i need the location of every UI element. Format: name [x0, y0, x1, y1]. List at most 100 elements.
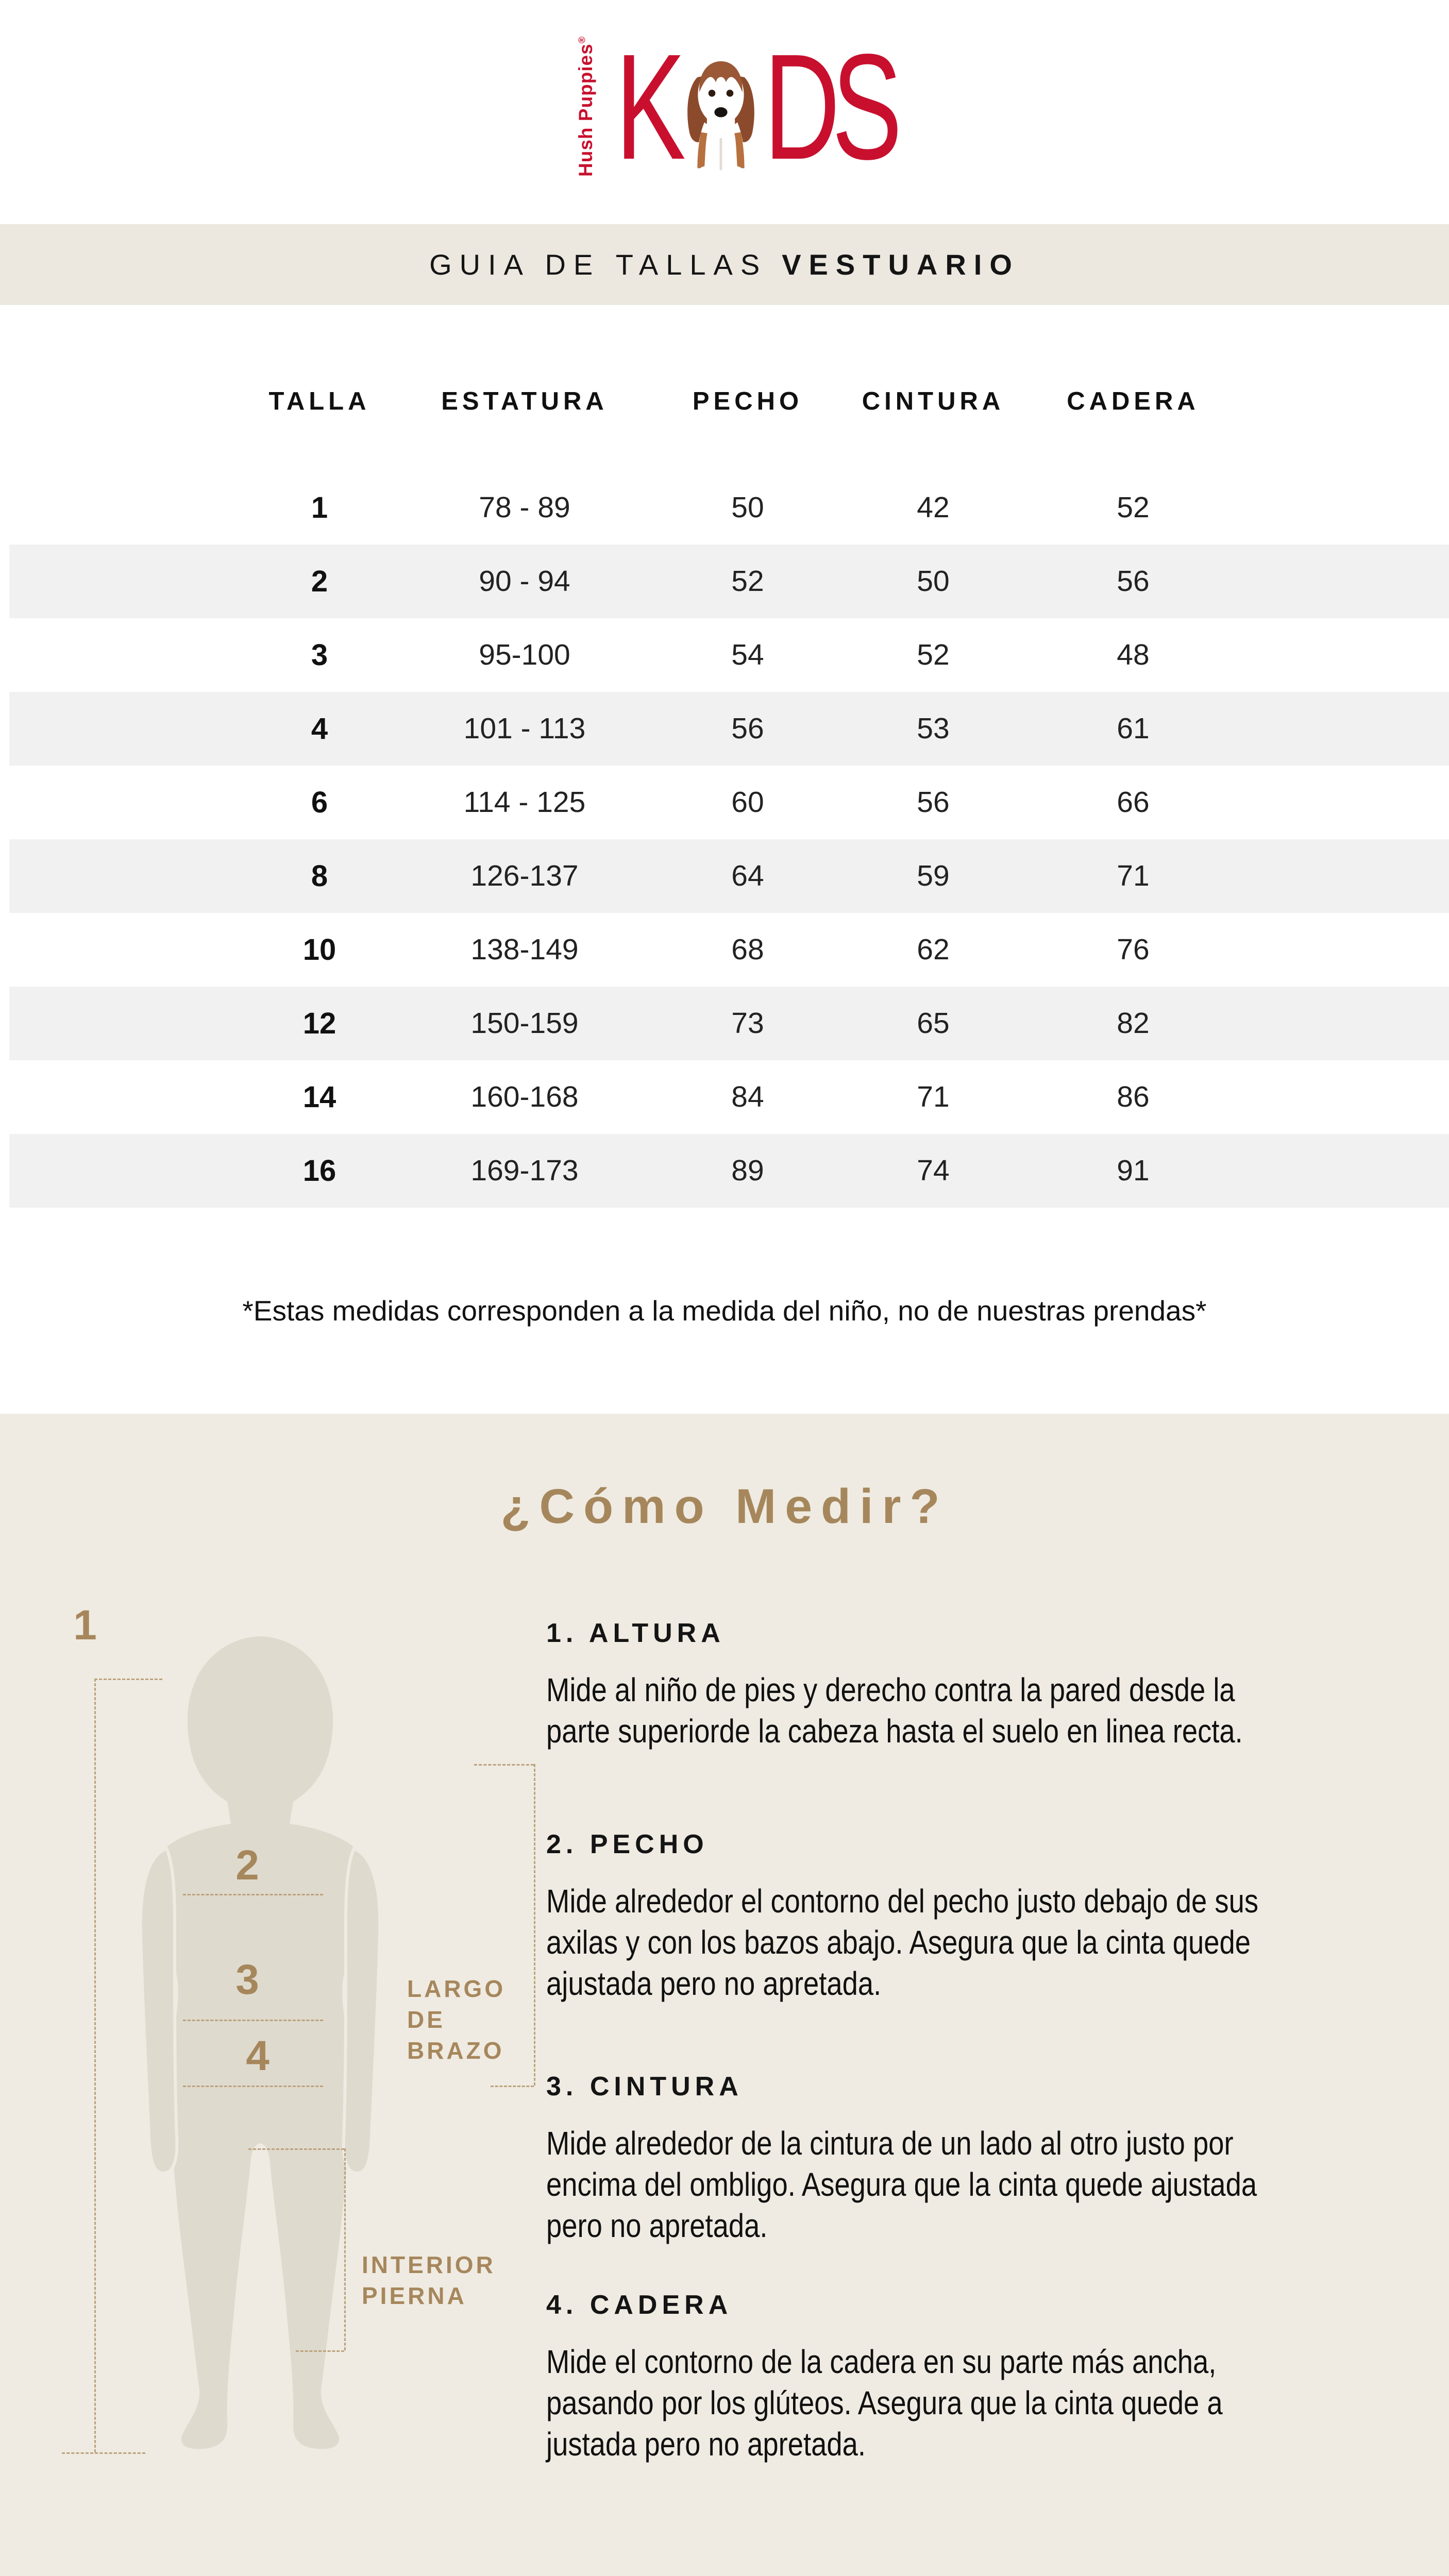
cell-talla: 6 [311, 786, 328, 819]
cell-talla: 10 [302, 933, 336, 967]
column-header-pecho: PECHO [692, 387, 803, 415]
size-table-row: 3 95-100 54 52 48 [0, 618, 1449, 692]
cell-cadera: 52 [1117, 491, 1150, 524]
instruction-heading: 2. PECHO [546, 1829, 709, 1859]
cell-cadera: 48 [1117, 638, 1150, 671]
inseam-line [344, 2148, 346, 2350]
size-table-row: 16 169-173 89 74 91 [0, 1134, 1449, 1208]
measurements-footnote: *Estas medidas corresponden a la medida … [242, 1295, 1207, 1327]
column-header-cintura: CINTURA [862, 387, 1005, 415]
cell-cadera: 76 [1117, 933, 1150, 966]
cell-talla: 3 [311, 638, 328, 672]
waist-measure-line [183, 2020, 323, 2021]
kids-letter-s: S [832, 23, 902, 191]
cell-cadera: 66 [1117, 786, 1150, 819]
size-table-row: 12 150-159 73 65 82 [0, 987, 1449, 1060]
cell-cintura: 74 [917, 1154, 950, 1187]
cell-talla: 14 [302, 1080, 336, 1114]
chest-measure-line [183, 1894, 323, 1895]
size-table-header: TALLA ESTATURA PECHO CINTURA CADERA [0, 383, 1449, 420]
arm-length-tick-bottom [491, 2086, 534, 2087]
cell-cadera: 61 [1117, 712, 1150, 745]
size-table-row: 14 160-168 84 71 86 [0, 1060, 1449, 1134]
inseam-tick-bottom [296, 2350, 344, 2352]
cell-pecho: 89 [731, 1154, 764, 1187]
cell-cadera: 82 [1117, 1007, 1150, 1040]
cell-pecho: 64 [731, 859, 764, 892]
cell-talla: 2 [311, 565, 328, 598]
size-table-row: 10 138-149 68 62 76 [0, 913, 1449, 987]
cell-pecho: 52 [731, 565, 764, 598]
instruction-section: 3. CINTURA Mide alrededor de la cintura … [546, 2071, 1449, 2246]
instruction-section: 4. CADERA Mide el contorno de la cadera … [546, 2290, 1449, 2465]
height-measure-line [94, 1679, 96, 2452]
height-measure-tick-top [94, 1679, 162, 1680]
cell-cintura: 50 [917, 565, 950, 598]
cell-pecho: 60 [731, 786, 764, 819]
size-table-row: 4 101 - 113 56 53 61 [0, 692, 1449, 766]
cell-cintura: 71 [917, 1080, 950, 1113]
cell-pecho: 54 [731, 638, 764, 671]
size-table-row: 1 78 - 89 50 42 52 [0, 471, 1449, 545]
cell-cintura: 42 [917, 491, 950, 524]
cell-cadera: 71 [1117, 859, 1150, 892]
cell-cintura: 65 [917, 1007, 950, 1040]
basset-hound-dog-icon [678, 42, 764, 177]
cell-pecho: 50 [731, 491, 764, 524]
registered-mark: ® [577, 36, 587, 44]
cell-talla: 4 [311, 712, 328, 745]
cell-talla: 8 [311, 859, 328, 893]
child-silhouette-figure [116, 1622, 405, 2456]
cell-talla: 16 [302, 1154, 336, 1188]
instruction-section: 2. PECHO Mide alrededor el contorno del … [546, 1829, 1449, 2004]
cell-estatura: 90 - 94 [479, 565, 570, 598]
column-header-estatura: ESTATURA [441, 387, 608, 415]
cell-talla: 12 [302, 1007, 336, 1040]
page-title-light: GUIA DE TALLAS [429, 248, 768, 281]
kids-letter-d: D [764, 23, 840, 191]
cell-cadera: 91 [1117, 1154, 1150, 1187]
cell-estatura: 126-137 [470, 859, 579, 892]
cell-cintura: 56 [917, 786, 950, 819]
how-to-measure-section: ¿Cómo Medir? 1 2 3 4 LARGO DE BRAZO INTE… [0, 1414, 1449, 2576]
cell-cintura: 52 [917, 638, 950, 671]
instruction-body: Mide al niño de pies y derecho contra la… [546, 1671, 1243, 1750]
cell-pecho: 73 [731, 1007, 764, 1040]
column-header-cadera: CADERA [1067, 387, 1200, 415]
cell-cintura: 53 [917, 712, 950, 745]
size-table-row: 8 126-137 64 59 71 [0, 839, 1449, 913]
hush-puppies-kids-logo: Hush Puppies® K D S [575, 23, 938, 191]
instruction-heading: 4. CADERA [546, 2290, 733, 2320]
arm-length-tick-top [474, 1764, 534, 1766]
cell-estatura: 95-100 [479, 638, 570, 671]
instruction-section: 1. ALTURA Mide al niño de pies y derecho… [546, 1618, 1449, 1752]
cell-estatura: 78 - 89 [479, 491, 570, 524]
cell-pecho: 68 [731, 933, 764, 966]
cell-estatura: 150-159 [470, 1007, 579, 1040]
cell-estatura: 169-173 [470, 1154, 579, 1187]
height-measure-tick-bottom [62, 2452, 145, 2454]
measuring-instructions: 1. ALTURA Mide al niño de pies y derecho… [546, 1414, 1449, 2576]
cell-cintura: 62 [917, 933, 950, 966]
instruction-body: Mide el contorno de la cadera en su part… [546, 2343, 1223, 2463]
kids-letter-k: K [615, 23, 686, 191]
cell-cadera: 56 [1117, 565, 1150, 598]
instruction-body: Mide alrededor de la cintura de un lado … [546, 2125, 1257, 2244]
instruction-heading: 3. CINTURA [546, 2072, 743, 2102]
hip-measure-line [183, 2086, 323, 2087]
size-table-body: 1 78 - 89 50 42 52 2 90 - 94 52 50 56 3 … [0, 471, 1449, 1208]
size-table-row: 2 90 - 94 52 50 56 [0, 545, 1449, 618]
cell-estatura: 160-168 [470, 1080, 579, 1113]
cell-estatura: 101 - 113 [463, 712, 586, 745]
marker-pecho: 2 [235, 1842, 259, 1889]
page-title-bold: VESTUARIO [782, 248, 1020, 281]
instruction-heading: 1. ALTURA [546, 1618, 725, 1648]
column-header-talla: TALLA [268, 387, 370, 415]
brand-name: Hush Puppies [575, 43, 596, 177]
marker-cadera: 4 [246, 2032, 269, 2079]
inseam-label: INTERIOR PIERNA [362, 2251, 496, 2309]
cell-estatura: 138-149 [470, 933, 579, 966]
title-band: GUIA DE TALLAS VESTUARIO [0, 224, 1449, 305]
cell-pecho: 56 [731, 712, 764, 745]
